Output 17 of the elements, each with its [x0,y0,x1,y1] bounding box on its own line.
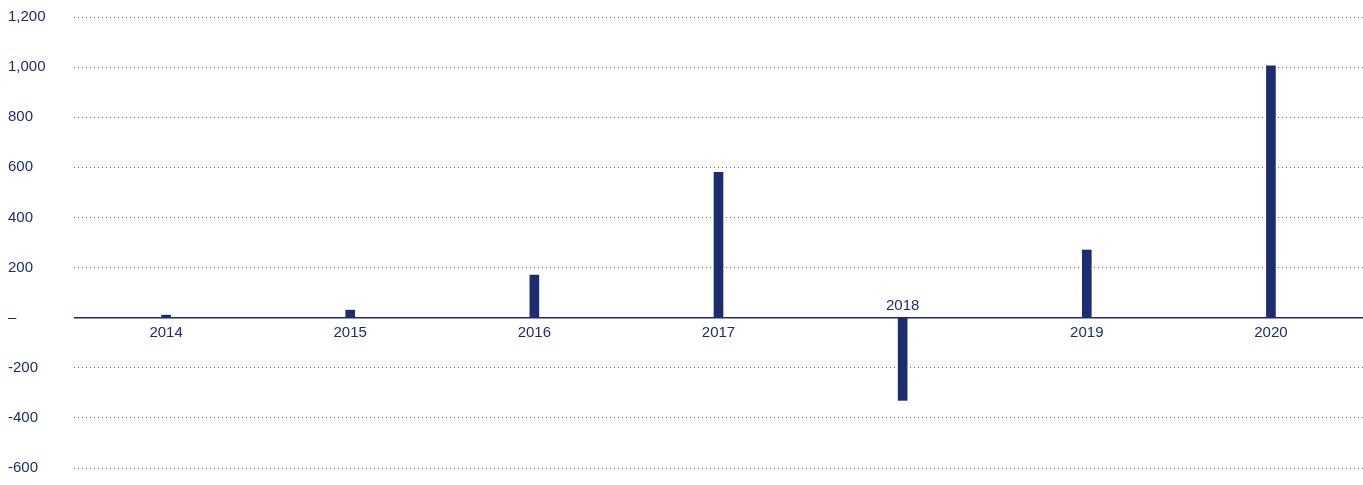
x-tick-label: 2015 [333,323,367,341]
y-tick-label: -600 [8,458,39,476]
x-tick-label: 2014 [149,323,183,341]
x-tick-label: 2016 [517,323,552,341]
y-tick-label: -400 [8,408,39,426]
y-tick-label: 1,200 [8,7,46,25]
x-tick-label: 2020 [1254,323,1288,341]
y-tick-label: 600 [8,157,34,175]
y-tick-label: – [8,307,17,325]
y-tick-label: 200 [8,257,34,275]
y-tick-label: -200 [8,357,39,375]
y-tick-label: 800 [8,107,34,125]
x-tick-label: 2019 [1070,323,1104,341]
x-tick-label: 2017 [701,323,736,341]
y-tick-label: 1,000 [8,57,46,75]
x-tick-label: 2018 [885,296,920,314]
y-tick-label: 400 [8,207,34,225]
